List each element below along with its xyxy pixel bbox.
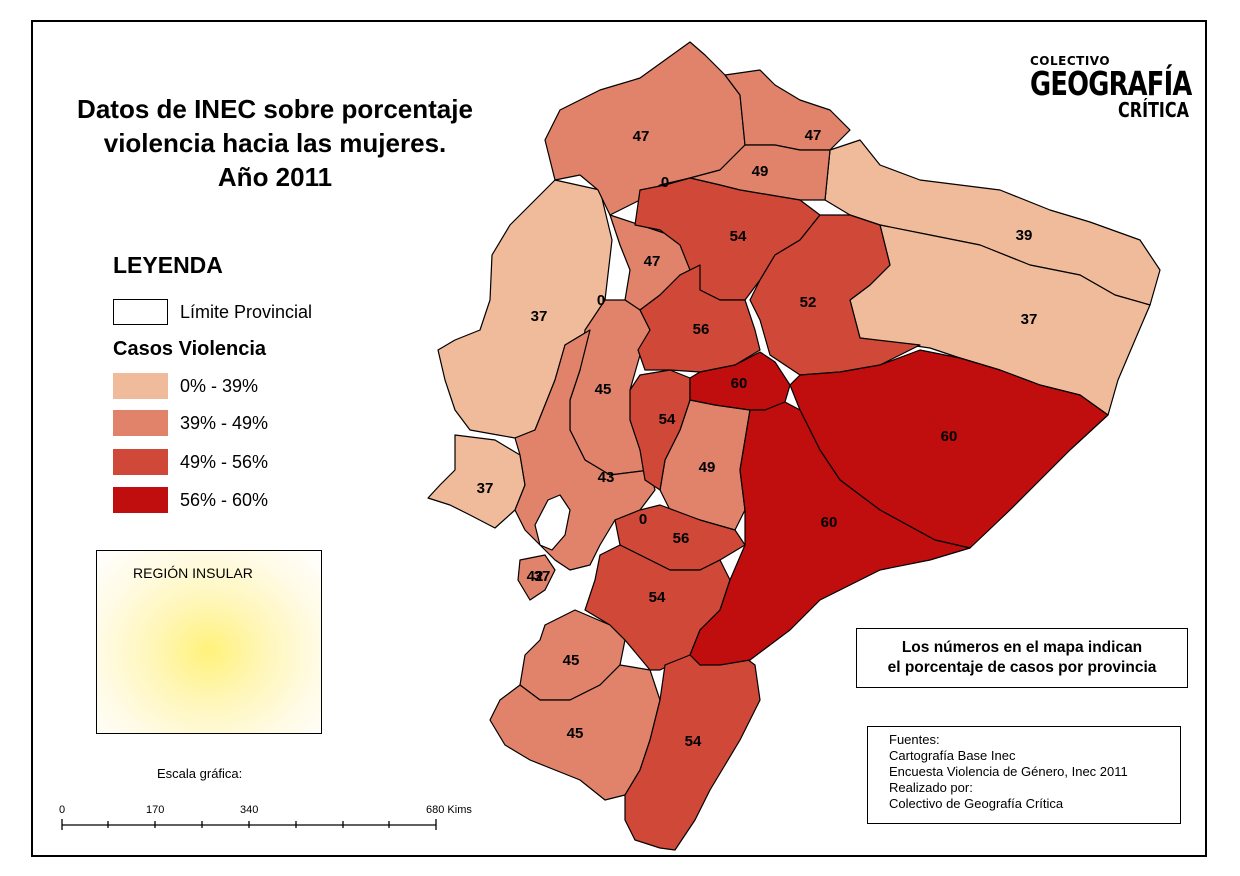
legend-class-label: 56% - 60%	[180, 489, 269, 510]
province-value-label: 54	[685, 733, 702, 750]
insular-region-inset: REGIÓN INSULAR	[96, 550, 322, 734]
title-line-3: Año 2011	[217, 162, 333, 192]
sources-line-4: Colectivo de Geografía Crítica	[889, 796, 1064, 811]
brand-line-2: GEOGRAFÍA	[1030, 64, 1192, 103]
legend-class-1: 39% - 49%	[113, 409, 268, 437]
province-value-label: 60	[821, 514, 838, 531]
island-puna	[534, 494, 571, 551]
legend-class-0: 0% - 39%	[113, 372, 258, 400]
province-value-label: 45	[595, 381, 612, 398]
legend-class-label: 39% - 49%	[180, 412, 269, 433]
legend-subtitle: Casos Violencia	[113, 338, 267, 360]
province-value-label: 37	[534, 568, 551, 585]
province-value-label: 0	[661, 174, 669, 191]
province-tungurahua	[689, 351, 791, 411]
province-value-label: 0	[639, 511, 647, 528]
brand-logo: COLECTIVO GEOGRAFÍA CRÍTICA	[1030, 54, 1192, 122]
sources-heading: Fuentes:	[889, 732, 940, 747]
province-value-label: 54	[649, 589, 666, 606]
legend-class-swatch	[113, 373, 168, 399]
province-value-label: 39	[1016, 227, 1033, 244]
province-value-label: 37	[477, 480, 494, 497]
insular-label: REGIÓN INSULAR	[133, 565, 253, 581]
province-el-oro	[517, 554, 556, 601]
map-note: Los números en el mapa indican el porcen…	[856, 628, 1188, 688]
province-value-label: 42	[527, 568, 544, 585]
note-line-2: el porcentaje de casos por provincia	[887, 659, 1157, 676]
legend-boundary-label: Límite Provincial	[180, 301, 313, 322]
province-value-label: 49	[699, 459, 716, 476]
legend-class-swatch	[113, 487, 168, 513]
province-carchi	[724, 69, 851, 151]
province-value-label: 54	[730, 228, 747, 245]
scale-title: Escala gráfica:	[157, 766, 243, 781]
province-value-label: 49	[752, 163, 769, 180]
province-value-label: 37	[1021, 311, 1038, 328]
province-value-label: 0	[597, 292, 605, 309]
scale-tick-340: 340	[240, 804, 259, 816]
sources-line-1: Cartografía Base Inec	[889, 748, 1016, 763]
legend-class-swatch	[113, 449, 168, 475]
province-value-label: 60	[941, 428, 958, 445]
province-morona	[689, 401, 971, 666]
province-value-label: 43	[598, 469, 615, 486]
province-cotopaxi	[637, 264, 761, 373]
province-tungurahua-bolivar	[629, 369, 691, 491]
map-title: Datos de INEC sobre porcentaje violencia…	[40, 92, 510, 194]
province-value-label: 56	[673, 530, 690, 547]
province-value-label: 60	[731, 375, 748, 392]
province-value-label: 37	[531, 308, 548, 325]
scale-tick-0: 0	[59, 804, 66, 816]
province-value-label: 52	[800, 294, 817, 311]
sources-line-2: Encuesta Violencia de Género, Inec 2011	[889, 764, 1128, 779]
province-santa-elena	[427, 434, 526, 529]
legend-boundary-swatch	[113, 299, 168, 325]
title-line-2: violencia hacia las mujeres.	[103, 128, 447, 158]
province-value-label: 45	[567, 725, 584, 742]
scale-tick-170: 170	[146, 804, 165, 816]
note-line-1: Los números en el mapa indican	[901, 639, 1143, 656]
province-value-label: 47	[805, 127, 822, 144]
legend-class-label: 0% - 39%	[180, 375, 259, 396]
province-value-label: 54	[659, 411, 676, 428]
sources-box: Fuentes: Cartografía Base Inec Encuesta …	[867, 726, 1181, 824]
legend-class-2: 49% - 56%	[113, 448, 268, 476]
title-line-1: Datos de INEC sobre porcentaje	[77, 94, 473, 124]
legend-class-label: 49% - 56%	[180, 451, 269, 472]
scale-bar	[61, 819, 437, 830]
province-value-label: 47	[633, 128, 650, 145]
province-value-label: 56	[693, 321, 710, 338]
brand-line-3: CRÍTICA	[1118, 98, 1190, 122]
province-value-label: 47	[644, 253, 661, 270]
sources-line-3: Realizado por:	[889, 780, 973, 795]
legend-boundary: Límite Provincial	[113, 298, 312, 326]
legend-class-3: 56% - 60%	[113, 486, 268, 514]
legend-title: LEYENDA	[113, 252, 223, 278]
scale-tick-680: 680 Kims	[426, 804, 472, 816]
brand-line-1: COLECTIVO	[1030, 54, 1111, 68]
province-value-label: 45	[563, 652, 580, 669]
legend-class-swatch	[113, 410, 168, 436]
